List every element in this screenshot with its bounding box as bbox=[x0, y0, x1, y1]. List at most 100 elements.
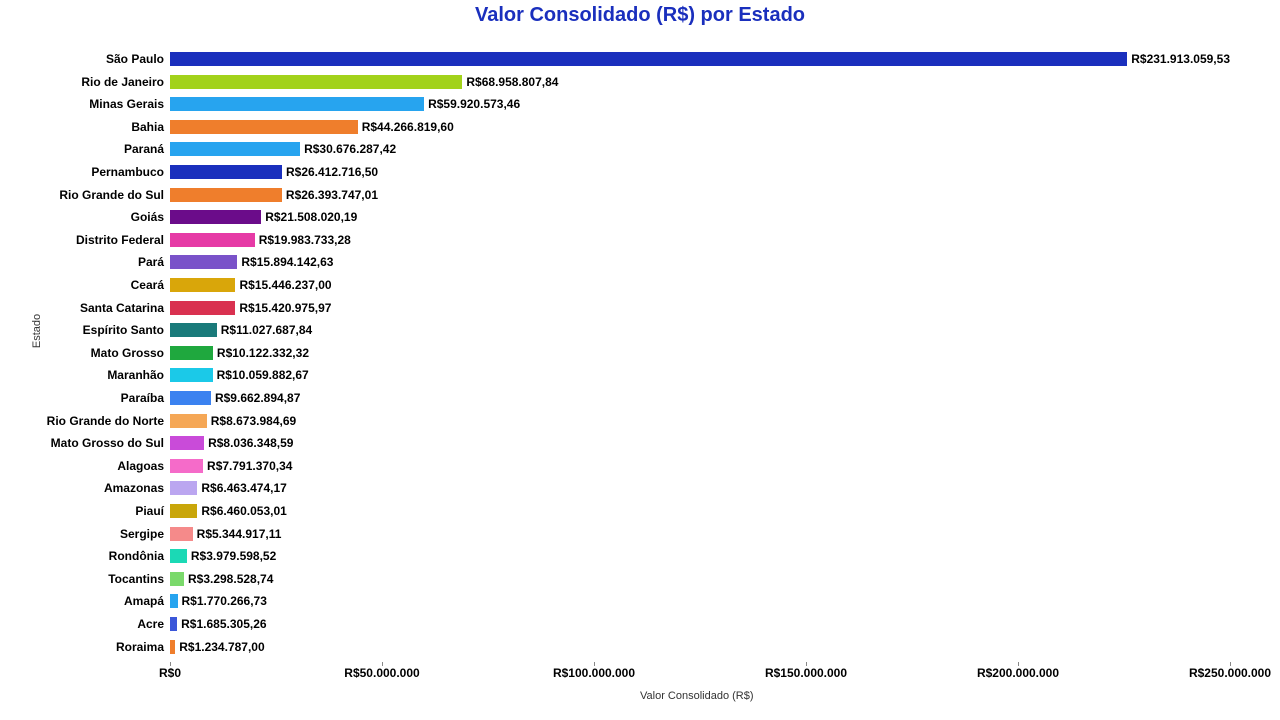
bar-rect bbox=[170, 594, 178, 608]
bar-value-label: R$26.412.716,50 bbox=[282, 165, 378, 179]
bar-row: Mato Grosso do SulR$8.036.348,59 bbox=[170, 436, 1230, 450]
bar-value-label: R$1.685.305,26 bbox=[177, 617, 266, 631]
bar-rect bbox=[170, 52, 1127, 66]
bar-value-label: R$3.979.598,52 bbox=[187, 549, 276, 563]
bar-value-label: R$7.791.370,34 bbox=[203, 459, 292, 473]
bar-row: AlagoasR$7.791.370,34 bbox=[170, 459, 1230, 473]
bar-rect bbox=[170, 504, 197, 518]
bar-row: AmapáR$1.770.266,73 bbox=[170, 594, 1230, 608]
bar-row: São PauloR$231.913.059,53 bbox=[170, 52, 1230, 66]
bar-rect bbox=[170, 481, 197, 495]
bar-category-label: Sergipe bbox=[120, 527, 170, 541]
bar-rect bbox=[170, 165, 282, 179]
bar-rect bbox=[170, 549, 187, 563]
bar-row: Santa CatarinaR$15.420.975,97 bbox=[170, 301, 1230, 315]
bar-value-label: R$231.913.059,53 bbox=[1127, 52, 1230, 66]
bar-value-label: R$6.463.474,17 bbox=[197, 481, 286, 495]
bar-row: MaranhãoR$10.059.882,67 bbox=[170, 368, 1230, 382]
bar-value-label: R$8.673.984,69 bbox=[207, 414, 296, 428]
bar-value-label: R$26.393.747,01 bbox=[282, 188, 378, 202]
bar-row: GoiásR$21.508.020,19 bbox=[170, 210, 1230, 224]
bar-category-label: Maranhão bbox=[107, 368, 170, 382]
bar-category-label: Mato Grosso bbox=[91, 346, 170, 360]
bar-value-label: R$5.344.917,11 bbox=[193, 527, 282, 541]
bar-category-label: Amapá bbox=[124, 594, 170, 608]
bar-rect bbox=[170, 75, 462, 89]
bar-rect bbox=[170, 323, 217, 337]
bar-rect bbox=[170, 459, 203, 473]
bar-row: Distrito FederalR$19.983.733,28 bbox=[170, 233, 1230, 247]
y-axis-title: Estado bbox=[31, 314, 43, 348]
bar-category-label: Espírito Santo bbox=[83, 323, 170, 337]
bar-row: Minas GeraisR$59.920.573,46 bbox=[170, 97, 1230, 111]
bar-row: Rio Grande do NorteR$8.673.984,69 bbox=[170, 414, 1230, 428]
bar-row: Espírito SantoR$11.027.687,84 bbox=[170, 323, 1230, 337]
bar-category-label: Goiás bbox=[131, 210, 170, 224]
bar-rect bbox=[170, 233, 255, 247]
bar-category-label: Paraná bbox=[124, 142, 170, 156]
bar-rect bbox=[170, 391, 211, 405]
bar-row: SergipeR$5.344.917,11 bbox=[170, 527, 1230, 541]
x-tick-label: R$200.000.000 bbox=[977, 666, 1059, 680]
bar-category-label: Rondônia bbox=[109, 549, 170, 563]
bar-value-label: R$21.508.020,19 bbox=[261, 210, 357, 224]
bar-category-label: Rio Grande do Norte bbox=[47, 414, 170, 428]
bar-category-label: Alagoas bbox=[117, 459, 170, 473]
bar-rect bbox=[170, 255, 237, 269]
bar-row: ParáR$15.894.142,63 bbox=[170, 255, 1230, 269]
bar-rect bbox=[170, 436, 204, 450]
bar-rect bbox=[170, 414, 207, 428]
bar-row: Rio de JaneiroR$68.958.807,84 bbox=[170, 75, 1230, 89]
bar-value-label: R$6.460.053,01 bbox=[197, 504, 286, 518]
x-tick-label: R$0 bbox=[159, 666, 181, 680]
bar-value-label: R$19.983.733,28 bbox=[255, 233, 351, 247]
bar-value-label: R$44.266.819,60 bbox=[358, 120, 454, 134]
x-tick-label: R$150.000.000 bbox=[765, 666, 847, 680]
bar-rect bbox=[170, 527, 193, 541]
x-tick-label: R$250.000.000 bbox=[1189, 666, 1271, 680]
bar-rect bbox=[170, 188, 282, 202]
x-tick-label: R$100.000.000 bbox=[553, 666, 635, 680]
bar-row: CearáR$15.446.237,00 bbox=[170, 278, 1230, 292]
bar-row: PiauíR$6.460.053,01 bbox=[170, 504, 1230, 518]
bar-rect bbox=[170, 617, 177, 631]
bar-value-label: R$59.920.573,46 bbox=[424, 97, 520, 111]
bar-rect bbox=[170, 346, 213, 360]
bar-rect bbox=[170, 210, 261, 224]
bar-category-label: Rio de Janeiro bbox=[81, 75, 170, 89]
bar-category-label: Santa Catarina bbox=[80, 301, 170, 315]
bar-row: RondôniaR$3.979.598,52 bbox=[170, 549, 1230, 563]
bar-rect bbox=[170, 97, 424, 111]
bar-value-label: R$1.234.787,00 bbox=[175, 640, 264, 654]
bar-row: TocantinsR$3.298.528,74 bbox=[170, 572, 1230, 586]
bar-rect bbox=[170, 278, 235, 292]
bar-category-label: Tocantins bbox=[108, 572, 170, 586]
bar-category-label: Piauí bbox=[135, 504, 170, 518]
bar-category-label: Pará bbox=[138, 255, 170, 269]
bar-value-label: R$15.420.975,97 bbox=[235, 301, 331, 315]
bar-row: RoraimaR$1.234.787,00 bbox=[170, 640, 1230, 654]
bar-rect bbox=[170, 572, 184, 586]
bar-category-label: Bahia bbox=[131, 120, 170, 134]
bar-rect bbox=[170, 120, 358, 134]
bar-category-label: São Paulo bbox=[106, 52, 170, 66]
bar-category-label: Amazonas bbox=[104, 481, 170, 495]
bar-value-label: R$9.662.894,87 bbox=[211, 391, 300, 405]
bar-category-label: Minas Gerais bbox=[89, 97, 170, 111]
bar-category-label: Acre bbox=[137, 617, 170, 631]
bar-row: AmazonasR$6.463.474,17 bbox=[170, 481, 1230, 495]
bar-row: BahiaR$44.266.819,60 bbox=[170, 120, 1230, 134]
bar-category-label: Paraíba bbox=[121, 391, 170, 405]
bar-row: ParaíbaR$9.662.894,87 bbox=[170, 391, 1230, 405]
bar-row: PernambucoR$26.412.716,50 bbox=[170, 165, 1230, 179]
bar-value-label: R$68.958.807,84 bbox=[462, 75, 558, 89]
bar-value-label: R$1.770.266,73 bbox=[178, 594, 267, 608]
bar-row: Rio Grande do SulR$26.393.747,01 bbox=[170, 188, 1230, 202]
bar-category-label: Rio Grande do Sul bbox=[59, 188, 170, 202]
bar-category-label: Mato Grosso do Sul bbox=[51, 436, 170, 450]
chart-plot-area: São PauloR$231.913.059,53 Rio de JaneiroR… bbox=[170, 48, 1230, 662]
bar-value-label: R$10.059.882,67 bbox=[213, 368, 309, 382]
bar-row: ParanáR$30.676.287,42 bbox=[170, 142, 1230, 156]
chart-title: Valor Consolidado (R$) por Estado bbox=[0, 0, 1280, 27]
bar-category-label: Ceará bbox=[131, 278, 170, 292]
